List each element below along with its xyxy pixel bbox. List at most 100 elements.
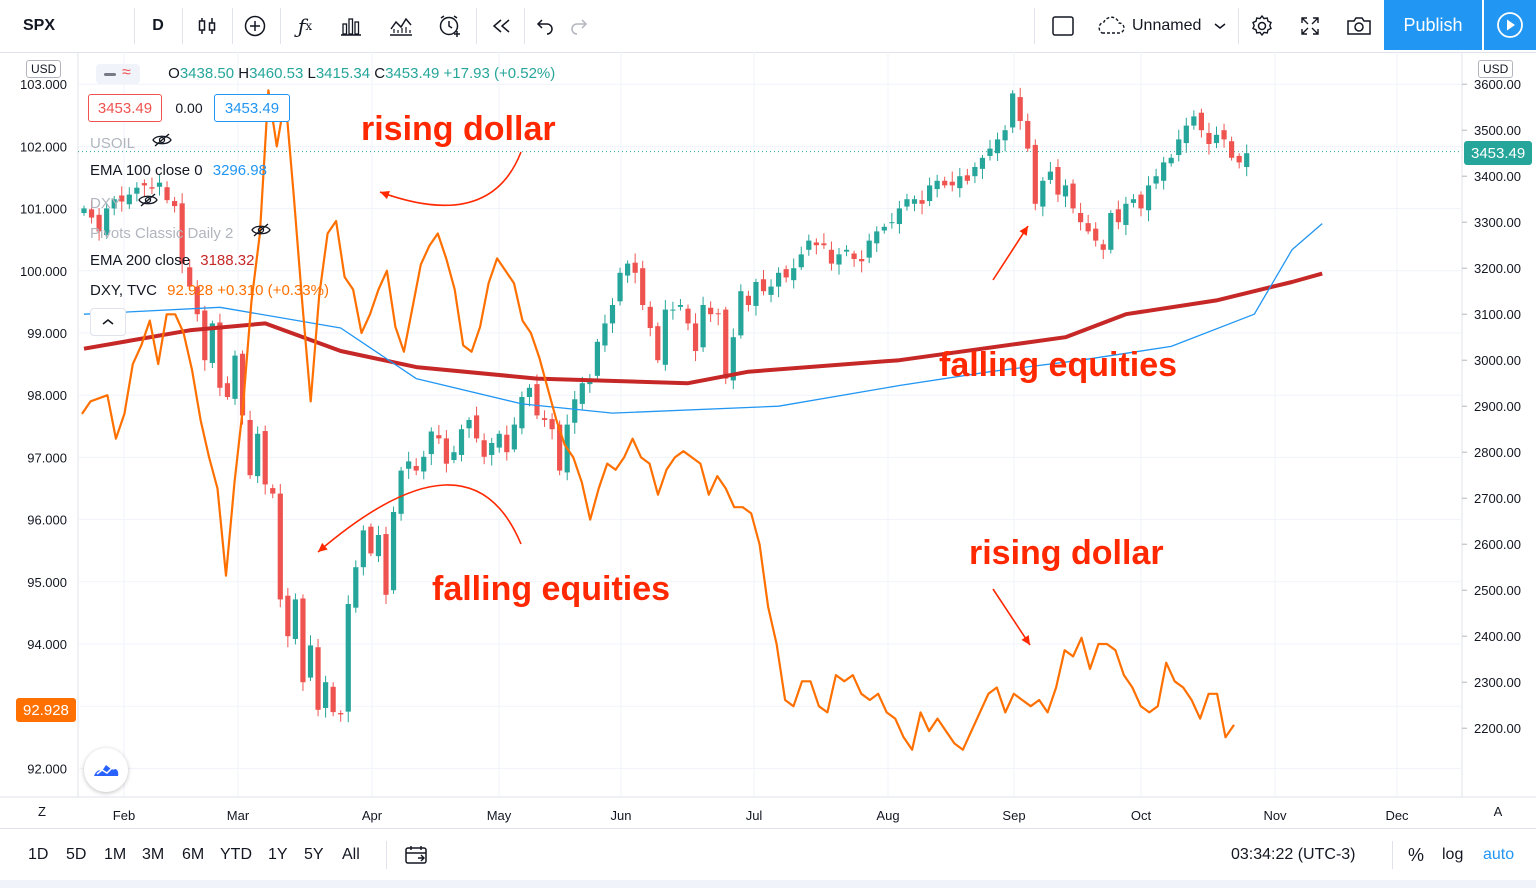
spx-candle <box>836 247 842 275</box>
camera-icon[interactable] <box>1339 0 1379 52</box>
undo-icon[interactable] <box>528 0 562 52</box>
candle-body <box>383 534 389 595</box>
layout-icon[interactable] <box>1044 0 1082 52</box>
dxy-legend[interactable]: DXY <box>90 192 159 213</box>
candle-body <box>466 420 472 429</box>
ohlc-high: 3460.53 <box>249 64 304 82</box>
range-1d[interactable]: 1D <box>28 846 49 863</box>
spx-candle <box>972 162 978 184</box>
candle-body <box>1010 93 1016 128</box>
right-currency-label[interactable]: USD <box>1478 60 1514 78</box>
spx-candle <box>1070 179 1076 214</box>
candle-body <box>368 526 374 554</box>
candles-icon[interactable] <box>188 0 226 52</box>
percent-scale-toggle[interactable]: % <box>1408 844 1425 865</box>
chart-area[interactable]: 103.000 102.000 101.000 100.000 99.000 98.000… <box>0 52 1536 828</box>
layout-name-button[interactable]: Unnamed <box>1094 0 1234 52</box>
candle-body <box>300 598 306 683</box>
candle-body <box>640 268 646 305</box>
dxy-tvc-change: +0.310 (+0.33%) <box>217 282 329 299</box>
candle-body <box>949 181 955 186</box>
price-chart[interactable]: 103.000 102.000 101.000 100.000 99.000 98.000… <box>0 52 1536 828</box>
fullscreen-icon[interactable] <box>1291 0 1329 52</box>
candle-body <box>1213 134 1220 144</box>
spx-candle <box>979 155 986 179</box>
right-scale-mode-button[interactable]: A <box>1493 804 1503 819</box>
spx-candle <box>1025 113 1031 152</box>
templates-icon[interactable] <box>332 0 370 52</box>
spx-candle <box>88 200 95 224</box>
ema200-legend[interactable]: EMA 200 close 3188.32 <box>90 252 254 270</box>
spx-candle <box>255 426 261 484</box>
hidden-eye-icon[interactable] <box>245 223 271 242</box>
symbol-search-button[interactable]: SPX <box>22 17 55 34</box>
replay-icon[interactable] <box>482 0 520 52</box>
spx-candle <box>904 193 910 211</box>
legend-collapse-icon[interactable]: ≈ <box>96 64 140 84</box>
candle-body <box>134 187 140 194</box>
candle-body <box>390 512 397 591</box>
publish-button[interactable]: Publish <box>1384 0 1482 50</box>
pivots-legend[interactable]: Pivots Classic Daily 2 <box>90 222 272 243</box>
usoil-legend[interactable]: USOIL <box>90 132 173 153</box>
range-5y[interactable]: 5Y <box>304 846 324 863</box>
tradingview-logo[interactable] <box>84 748 128 792</box>
spx-candle <box>1191 110 1197 130</box>
log-scale-toggle[interactable]: log <box>1442 846 1464 863</box>
spx-candle <box>421 450 427 480</box>
right-tick-label: 2700.00 <box>1474 491 1521 506</box>
alerts-icon[interactable] <box>430 0 470 52</box>
spx-candle <box>927 177 933 207</box>
ema100-legend[interactable]: EMA 100 close 0 3296.98 <box>90 162 267 180</box>
auto-scale-toggle[interactable]: auto <box>1483 846 1515 863</box>
candle-body <box>904 199 910 207</box>
range-3m[interactable]: 3M <box>142 846 165 863</box>
buy-price-button[interactable]: 3453.49 <box>214 94 290 122</box>
interval-button[interactable]: D <box>152 17 164 34</box>
ema100-line <box>83 223 1323 414</box>
candle-body <box>677 305 684 307</box>
range-5d[interactable]: 5D <box>66 846 87 863</box>
spx-candle <box>655 322 661 363</box>
annotation-rising-dollar-1: rising dollar <box>361 110 556 148</box>
dxy-tvc-legend[interactable]: DXY, TVC 92.928 +0.310 (+0.33%) <box>90 282 329 300</box>
compare-chart-icon[interactable] <box>382 0 420 52</box>
spx-candle <box>889 213 895 229</box>
spx-candle <box>270 484 276 499</box>
range-all[interactable]: All <box>342 846 360 863</box>
spx-candle <box>896 201 902 234</box>
candle-body <box>866 240 872 258</box>
spx-candle <box>617 267 623 306</box>
candle-body <box>202 310 208 361</box>
add-compare-icon[interactable] <box>236 0 274 52</box>
candle-body <box>1168 157 1174 164</box>
left-tick-label: 103.000 <box>20 77 67 92</box>
range-1m[interactable]: 1M <box>104 846 127 863</box>
hidden-eye-icon[interactable] <box>133 193 159 212</box>
range-1y[interactable]: 1Y <box>268 846 288 863</box>
hidden-eye-icon[interactable] <box>147 133 173 152</box>
candle-body <box>428 431 434 455</box>
date-range-icon[interactable] <box>404 829 428 881</box>
spx-candle <box>843 245 850 257</box>
spx-candle <box>1115 200 1121 230</box>
spx-candle <box>1123 196 1129 236</box>
candle-body <box>247 420 253 476</box>
redo-icon[interactable] <box>562 0 596 52</box>
legend-collapse-button[interactable] <box>90 308 126 336</box>
left-scale-mode-button[interactable]: Z <box>38 804 46 819</box>
clock-time[interactable]: 03:34:22 (UTC-3) <box>1231 846 1356 863</box>
left-currency-label[interactable]: USD <box>26 60 62 78</box>
spx-candle <box>413 458 419 476</box>
range-6m[interactable]: 6M <box>182 846 205 863</box>
range-ytd[interactable]: YTD <box>220 846 252 863</box>
play-icon[interactable] <box>1484 0 1536 50</box>
annotation-rising-dollar-2: rising dollar <box>969 534 1164 572</box>
spx-candle <box>934 174 940 198</box>
candle-body <box>172 201 178 207</box>
sell-price-button[interactable]: 3453.49 <box>88 94 162 122</box>
settings-icon[interactable] <box>1243 0 1281 52</box>
usoil-label: USOIL <box>90 135 136 152</box>
